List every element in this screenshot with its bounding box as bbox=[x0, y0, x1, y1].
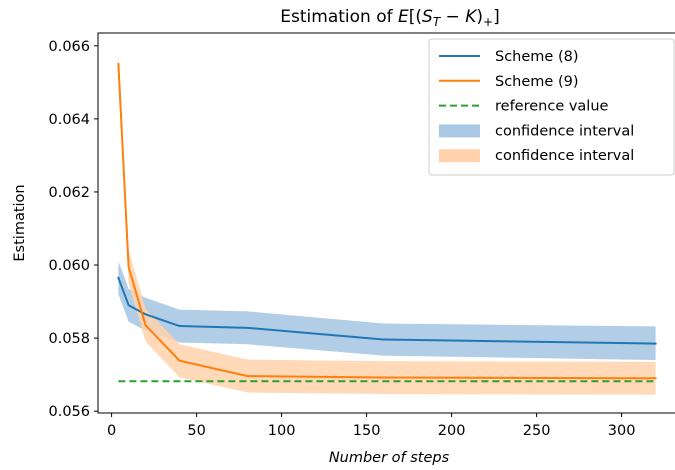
plot-area bbox=[117, 49, 657, 395]
x-axis-label: Number of steps bbox=[329, 450, 450, 466]
legend-item: confidence interval bbox=[439, 123, 634, 139]
y-tick-label: 0.064 bbox=[48, 112, 90, 128]
chart-title: Estimation of E[(ST − K)+] bbox=[280, 7, 499, 29]
y-tick-label: 0.066 bbox=[48, 39, 90, 55]
confidence-band-2 bbox=[118, 49, 656, 395]
legend-item: reference value bbox=[439, 99, 609, 115]
x-tick-label: 150 bbox=[353, 423, 381, 439]
legend-label: confidence interval bbox=[495, 148, 634, 164]
x-tick-label: 300 bbox=[608, 423, 636, 439]
y-tick-label: 0.056 bbox=[48, 404, 90, 420]
legend-label: Scheme (9) bbox=[495, 74, 578, 90]
legend-label: confidence interval bbox=[495, 123, 634, 139]
legend-swatch bbox=[439, 124, 480, 138]
y-tick-label: 0.060 bbox=[48, 258, 90, 274]
series-line-2 bbox=[117, 63, 657, 380]
confidence-band-1 bbox=[118, 261, 656, 361]
x-tick-label: 50 bbox=[187, 423, 205, 439]
legend-label: reference value bbox=[495, 99, 609, 115]
plot-frame bbox=[97, 32, 675, 414]
y-axis-label: Estimation bbox=[12, 184, 28, 261]
legend-box bbox=[428, 38, 675, 176]
y-axis: 0.056 0.058 0.060 0.062 0.064 0.066 bbox=[48, 39, 98, 420]
legend-item: confidence interval bbox=[439, 148, 634, 164]
y-tick-label: 0.058 bbox=[48, 331, 90, 347]
legend-item: Scheme (9) bbox=[439, 74, 578, 90]
y-tick-label: 0.062 bbox=[48, 185, 90, 201]
legend-label: Scheme (8) bbox=[495, 49, 578, 65]
x-tick-label: 0 bbox=[107, 423, 116, 439]
x-tick-label: 200 bbox=[438, 423, 466, 439]
x-tick-label: 250 bbox=[523, 423, 551, 439]
legend: Scheme (8) Scheme (9) reference value confi… bbox=[428, 38, 675, 176]
legend-swatch bbox=[439, 149, 480, 163]
x-tick-label: 100 bbox=[268, 423, 296, 439]
series-line-1 bbox=[117, 276, 657, 345]
legend-item: Scheme (8) bbox=[439, 49, 578, 65]
x-axis: 0 50 100 150 200 250 300 bbox=[107, 413, 635, 439]
